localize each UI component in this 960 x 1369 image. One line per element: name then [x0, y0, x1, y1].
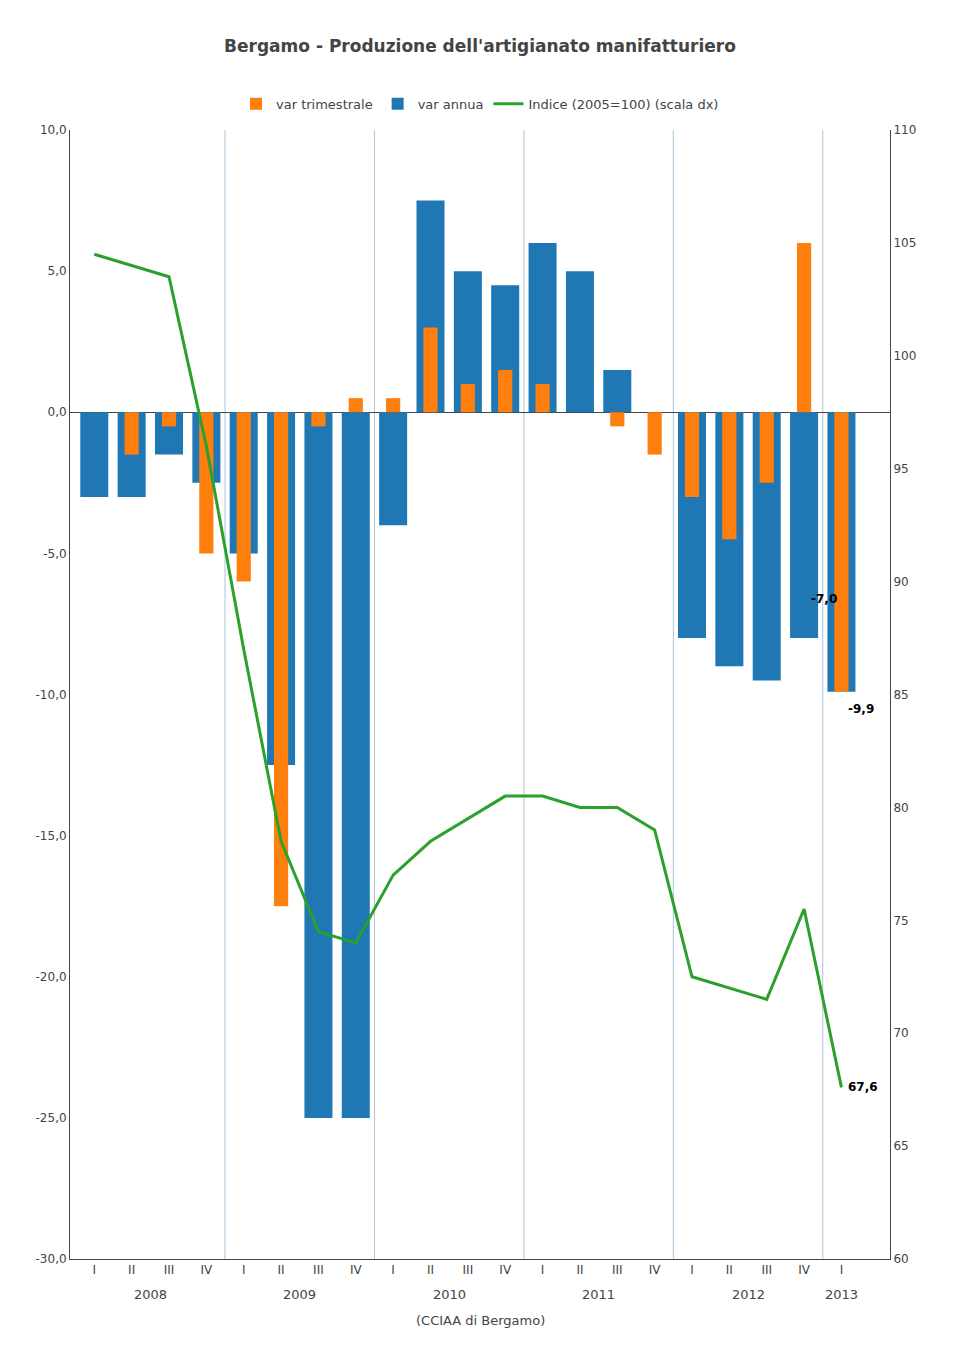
- svg-text:IV: IV: [798, 1263, 811, 1277]
- svg-text:III: III: [463, 1263, 474, 1277]
- svg-text:III: III: [761, 1263, 772, 1277]
- svg-text:var annua: var annua: [418, 97, 484, 112]
- svg-text:I: I: [391, 1263, 395, 1277]
- svg-text:I: I: [690, 1263, 694, 1277]
- svg-text:IV: IV: [649, 1263, 662, 1277]
- svg-text:IV: IV: [200, 1263, 213, 1277]
- svg-text:II: II: [726, 1263, 733, 1277]
- svg-text:-20,0: -20,0: [36, 970, 67, 984]
- svg-text:10,0: 10,0: [40, 123, 67, 137]
- svg-text:2008: 2008: [134, 1287, 167, 1302]
- svg-text:III: III: [612, 1263, 623, 1277]
- svg-text:IV: IV: [350, 1263, 363, 1277]
- svg-text:110: 110: [893, 123, 916, 137]
- svg-text:-30,0: -30,0: [36, 1252, 67, 1266]
- svg-text:2009: 2009: [283, 1287, 316, 1302]
- svg-text:(CCIAA di Bergamo): (CCIAA di Bergamo): [416, 1313, 545, 1328]
- svg-text:100: 100: [893, 349, 916, 363]
- svg-text:III: III: [164, 1263, 175, 1277]
- svg-text:5,0: 5,0: [48, 264, 67, 278]
- svg-text:-15,0: -15,0: [36, 829, 67, 843]
- svg-text:105: 105: [893, 236, 916, 250]
- svg-text:II: II: [278, 1263, 285, 1277]
- svg-text:2010: 2010: [433, 1287, 466, 1302]
- svg-text:I: I: [541, 1263, 545, 1277]
- svg-text:I: I: [93, 1263, 97, 1277]
- svg-text:Bergamo - Produzione dell'arti: Bergamo - Produzione dell'artigianato ma…: [224, 36, 736, 56]
- svg-text:II: II: [427, 1263, 434, 1277]
- svg-text:2011: 2011: [582, 1287, 615, 1302]
- svg-text:I: I: [840, 1263, 844, 1277]
- svg-text:II: II: [128, 1263, 135, 1277]
- svg-text:95: 95: [893, 462, 908, 476]
- svg-text:85: 85: [893, 688, 908, 702]
- svg-text:IV: IV: [499, 1263, 512, 1277]
- svg-text:I: I: [242, 1263, 246, 1277]
- svg-text:80: 80: [893, 801, 908, 815]
- svg-text:-9,9: -9,9: [848, 702, 874, 716]
- svg-text:2012: 2012: [732, 1287, 765, 1302]
- svg-text:-7,0: -7,0: [811, 592, 837, 606]
- svg-text:-10,0: -10,0: [36, 688, 67, 702]
- svg-text:2013: 2013: [825, 1287, 858, 1302]
- svg-text:60: 60: [893, 1252, 908, 1266]
- svg-text:II: II: [576, 1263, 583, 1277]
- svg-text:-5,0: -5,0: [43, 547, 66, 561]
- svg-text:67,6: 67,6: [848, 1080, 878, 1094]
- svg-text:75: 75: [893, 914, 908, 928]
- svg-text:III: III: [313, 1263, 324, 1277]
- svg-text:65: 65: [893, 1139, 908, 1153]
- svg-text:0,0: 0,0: [48, 405, 67, 419]
- svg-text:-25,0: -25,0: [36, 1111, 67, 1125]
- svg-text:Indice (2005=100) (scala dx): Indice (2005=100) (scala dx): [528, 97, 718, 112]
- svg-text:90: 90: [893, 575, 908, 589]
- svg-text:70: 70: [893, 1026, 908, 1040]
- svg-text:var trimestrale: var trimestrale: [276, 97, 373, 112]
